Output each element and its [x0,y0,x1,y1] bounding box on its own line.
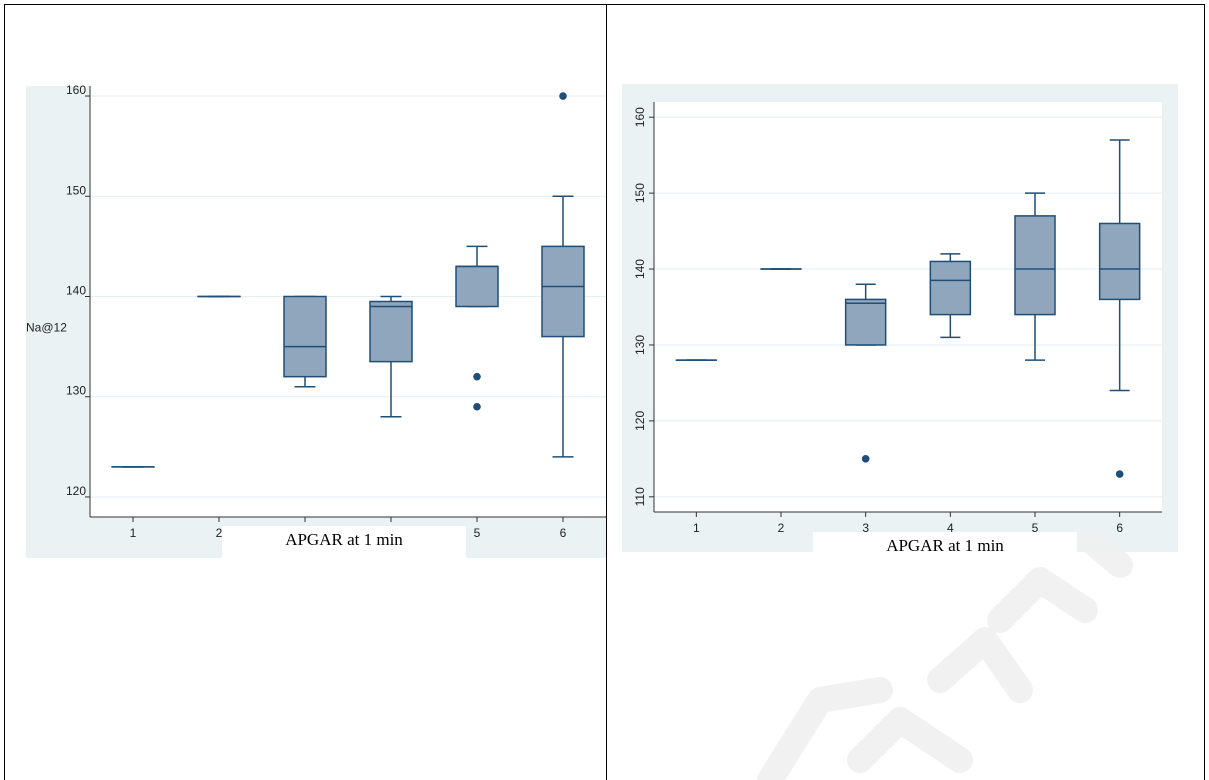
box-iqr [283,295,327,378]
right-box-plot-svg: 110 120 130 140 150 160 1 2 3 4 5 6 [633,102,1162,535]
x-tick-label: 6 [560,526,567,540]
box-group-3 [844,283,887,463]
y-tick-label: 150 [633,183,647,203]
left-box-plot: 120 130 140 150 160 Na@12 1 2 5 6 APGAR at 1 min [26,83,606,558]
box-iqr [455,265,499,308]
box-iqr [541,245,585,338]
y-tick-label: 160 [66,83,86,97]
x-tick-label: 2 [778,521,785,535]
plot-area [90,86,606,517]
box-group-3 [283,295,327,388]
x-tick-label: 1 [130,526,137,540]
right-box-plot: 110 120 130 140 150 160 1 2 3 4 5 6 APGAR at 1 min [622,84,1178,564]
y-tick-label: 130 [633,335,647,355]
y-tick-label: 150 [66,183,86,197]
left-x-axis-title: APGAR at 1 min [222,526,466,558]
y-axis-title: Na@12 [26,321,67,335]
box-iqr [929,260,972,316]
y-tick-label: 140 [66,283,86,297]
x-tick-label: 4 [947,521,954,535]
layout-table [4,4,1205,780]
box-group-5 [1014,192,1056,361]
box-group-6 [1098,139,1141,478]
plot-area [654,102,1162,512]
y-tick-label: 110 [633,487,647,506]
outlier-point [473,372,481,381]
y-tick-label: 130 [66,384,86,398]
box-iqr [369,300,413,363]
box-group-6 [541,92,585,458]
x-tick-label: 1 [693,521,700,535]
outlier-point [861,455,870,463]
y-tick-label: 120 [633,411,647,431]
x-tick-label: 6 [1116,521,1123,535]
box-iqr [844,298,887,346]
x-tick-label: 5 [1032,521,1039,535]
x-tick-label: 5 [474,526,481,540]
outlier-point [559,92,567,100]
box-group-4 [369,295,413,418]
outlier-point [473,402,481,411]
x-tick-label: 2 [216,526,223,540]
box-iqr [1014,215,1056,316]
outlier-point [1115,470,1124,478]
y-tick-label: 120 [66,484,86,498]
box-group-4 [929,253,972,339]
right-x-axis-title: APGAR at 1 min [813,532,1077,564]
left-box-plot-svg: 120 130 140 150 160 Na@12 1 2 5 6 [26,83,606,540]
box-group-5 [455,245,499,411]
x-tick-label: 3 [862,521,869,535]
table-cell-divider [606,4,607,780]
y-tick-label: 160 [633,107,647,127]
box-iqr [1098,222,1141,301]
y-tick-label: 140 [633,259,647,279]
